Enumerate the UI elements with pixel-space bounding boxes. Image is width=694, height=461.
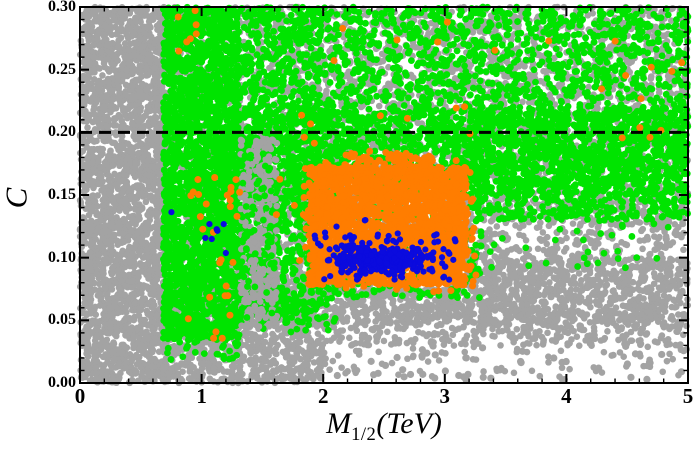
x-axis-title-sub: 1/2 [351, 424, 377, 445]
x-axis-title: M1/2(TeV) [80, 407, 688, 445]
y-axis-title-text: C [0, 187, 34, 209]
x-axis-title-main: M [326, 407, 352, 440]
x-axis-title-units: (TeV) [376, 407, 442, 440]
